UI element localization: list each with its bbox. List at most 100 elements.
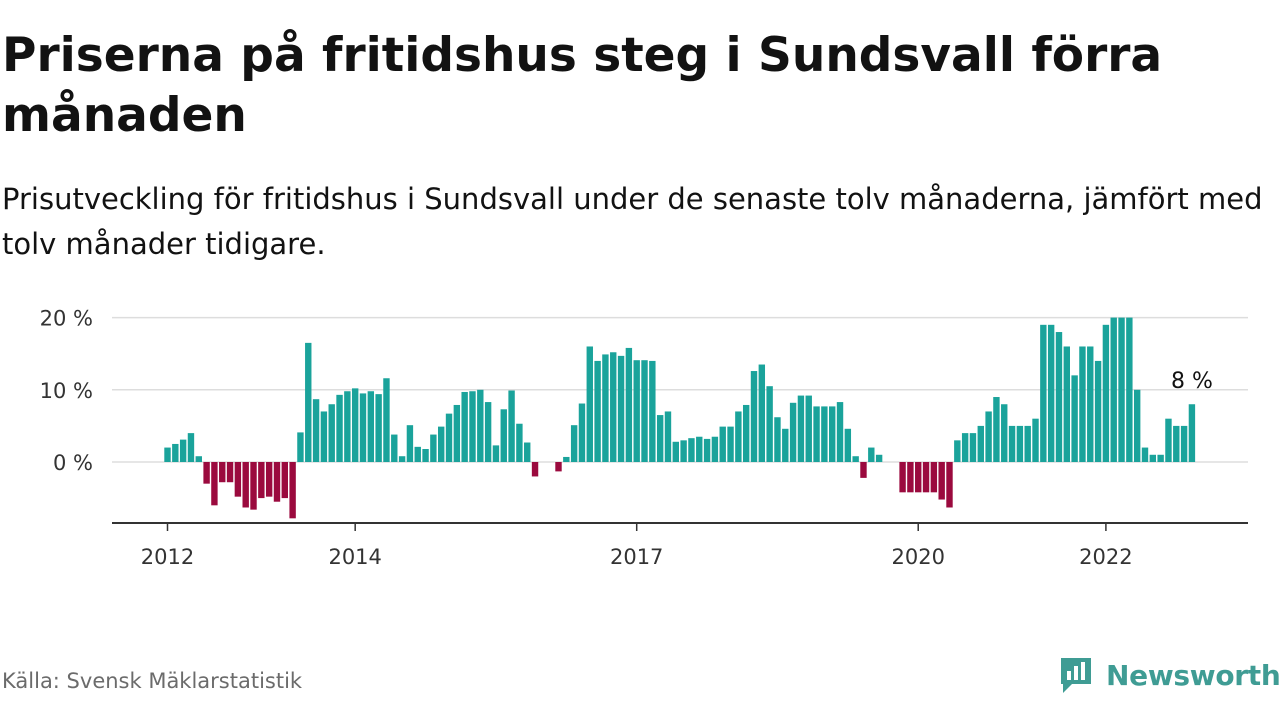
source-note: Källa: Svensk Mäklarstatistik [2, 669, 303, 693]
bar [203, 462, 210, 484]
bar [758, 364, 766, 462]
bar [438, 426, 445, 462]
bar [1149, 454, 1157, 462]
bar [875, 454, 883, 462]
bar [211, 462, 218, 506]
bar [829, 406, 836, 462]
bar [821, 406, 828, 462]
bar [336, 394, 343, 462]
x-tick-label: 2022 [1079, 545, 1132, 569]
bar [703, 438, 711, 462]
bar [586, 346, 593, 462]
bar [915, 462, 922, 493]
bar [289, 462, 296, 519]
bar [391, 434, 398, 462]
bar [977, 425, 984, 462]
bar [641, 360, 648, 462]
bar [664, 411, 672, 462]
bar [860, 462, 867, 478]
bar [742, 404, 750, 462]
bar [242, 462, 249, 508]
x-tick-label: 2020 [891, 545, 944, 569]
bar [969, 433, 977, 462]
bar [273, 462, 281, 502]
bar [680, 440, 687, 462]
bar [938, 462, 945, 500]
bar [1024, 425, 1031, 462]
bar [469, 391, 476, 462]
bar [782, 428, 789, 462]
bar [461, 391, 468, 462]
bar [594, 360, 601, 462]
bar [305, 342, 312, 462]
bar [570, 425, 578, 462]
bar [993, 397, 1000, 462]
chart-title: Priserna på fritidshus steg i Sundsvall … [2, 28, 1163, 143]
bar [735, 411, 742, 462]
bar [531, 462, 539, 477]
bar [1001, 404, 1008, 462]
bar [625, 347, 633, 462]
bar [258, 462, 265, 499]
bar [492, 445, 500, 462]
bar [179, 439, 187, 462]
last-value-label: 8 % [1171, 369, 1213, 394]
bar [836, 402, 844, 462]
bar [633, 360, 640, 462]
bar [1087, 346, 1094, 462]
bar [578, 403, 586, 462]
bar [774, 417, 781, 462]
bar [766, 386, 773, 462]
newsworthy-icon [1061, 658, 1091, 693]
bar [868, 447, 875, 462]
bar [946, 462, 953, 508]
bar [484, 402, 492, 462]
bar [922, 462, 930, 493]
bar [195, 456, 202, 462]
axes [112, 522, 1248, 531]
bar [961, 433, 969, 462]
bar [406, 425, 414, 462]
bar [954, 440, 961, 462]
bar [1094, 360, 1102, 462]
bar [907, 462, 914, 493]
bar [367, 391, 375, 462]
bar [344, 391, 351, 462]
bar [1055, 332, 1063, 462]
bar-chart: 0 % 10 % 20 % 2012 2014 2017 2020 2022 8 % [40, 307, 1248, 569]
bar [383, 378, 390, 462]
bar [250, 462, 257, 510]
y-tick-label: 20 % [40, 307, 93, 331]
bar [422, 449, 429, 462]
bar [672, 441, 679, 462]
bar [172, 443, 179, 462]
bar [1141, 447, 1149, 462]
bar [1118, 317, 1125, 462]
bar [1040, 324, 1047, 462]
bars [164, 317, 1196, 519]
bar [351, 388, 359, 462]
bar [281, 462, 288, 499]
bar [1032, 418, 1039, 462]
x-tick-label: 2017 [610, 545, 663, 569]
bar [1079, 346, 1086, 462]
bar [453, 404, 461, 462]
x-tick-label: 2014 [328, 545, 381, 569]
bar [899, 462, 906, 493]
bar [649, 360, 656, 462]
bar [1157, 454, 1164, 462]
bar [610, 352, 617, 462]
bar [555, 462, 562, 472]
bar [234, 462, 242, 497]
bar [164, 447, 171, 462]
bar [985, 411, 992, 462]
bar [226, 462, 234, 483]
bar [1008, 425, 1016, 462]
bar [1047, 324, 1055, 462]
bar [1102, 324, 1110, 462]
bar [265, 462, 273, 497]
bar [414, 446, 421, 462]
bar [328, 404, 335, 462]
bar [508, 390, 515, 462]
bar [312, 399, 320, 462]
